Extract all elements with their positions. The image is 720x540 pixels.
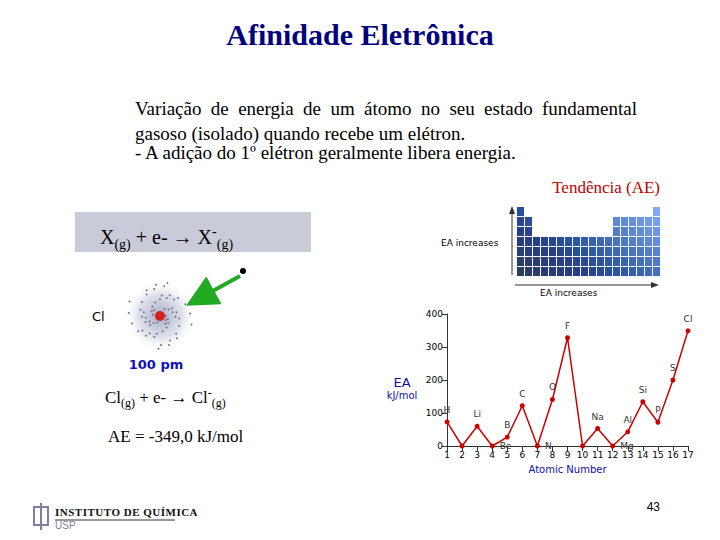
svg-text:2: 2: [459, 450, 465, 460]
svg-text:4: 4: [489, 450, 495, 460]
svg-text:N: N: [545, 441, 552, 451]
svg-text:Na: Na: [592, 412, 604, 422]
svg-text:7: 7: [535, 450, 541, 460]
svg-text:C: C: [519, 389, 525, 399]
svg-text:400: 400: [426, 309, 443, 319]
svg-text:Mg: Mg: [620, 441, 633, 451]
svg-text:3: 3: [474, 450, 480, 460]
svg-text:Cl: Cl: [684, 314, 693, 324]
html-text:EA: EA: [393, 375, 411, 390]
svg-text:10: 10: [577, 450, 589, 460]
svg-text:15: 15: [652, 450, 663, 460]
svg-text:F: F: [565, 321, 570, 331]
svg-text:200: 200: [426, 375, 443, 385]
html-text:43: 43: [646, 500, 660, 514]
html-text:Cl(g)+ e- → Cl-: Cl(g)+ e- → Cl-: [105, 385, 212, 411]
html-text:X(g)+ e- → X-: X(g)+ e- → X-: [100, 224, 217, 253]
html-text:kJ/mol: kJ/mol: [386, 390, 418, 401]
svg-text:6: 6: [519, 450, 525, 460]
html-text:Variação de energia de um átom: Variação de energia de um átomo no seu e…: [135, 98, 637, 144]
html-text:(g): (g): [216, 237, 233, 253]
svg-text:Be: Be: [500, 441, 512, 451]
html-text:100 pm: 100 pm: [128, 357, 184, 372]
html-text:- A adição do 1º elétron geral: - A adição do 1º elétron geralmente libe…: [135, 142, 516, 163]
svg-text:S: S: [670, 363, 676, 373]
html-text:INSTITUTO DE QUÍMICA: INSTITUTO DE QUÍMICA: [55, 506, 199, 518]
html-text:AE = -349,0 kJ/mol: AE = -349,0 kJ/mol: [108, 427, 244, 446]
svg-text:H: H: [444, 405, 451, 415]
svg-text:Si: Si: [639, 385, 647, 395]
svg-text:5: 5: [504, 450, 510, 460]
html-text:Afinidade Eletrônica: Afinidade Eletrônica: [226, 18, 494, 51]
svg-text:13: 13: [622, 450, 633, 460]
svg-text:Al: Al: [623, 415, 632, 425]
svg-text:14: 14: [637, 450, 649, 460]
svg-text:9: 9: [565, 450, 571, 460]
html-text:EA increases: EA increases: [441, 238, 499, 248]
svg-text:B: B: [504, 420, 510, 430]
svg-text:1: 1: [444, 450, 450, 460]
svg-text:12: 12: [607, 450, 618, 460]
svg-text:17: 17: [682, 450, 693, 460]
svg-text:0: 0: [437, 441, 443, 451]
svg-text:P: P: [655, 405, 661, 415]
svg-text:Atomic Number: Atomic Number: [528, 464, 607, 475]
svg-text:16: 16: [667, 450, 679, 460]
svg-text:Li: Li: [473, 409, 481, 419]
html-text:Tendência (AE): Tendência (AE): [552, 178, 660, 197]
svg-text:300: 300: [426, 342, 443, 352]
html-text:USP: USP: [55, 520, 76, 531]
html-text:Cl: Cl: [92, 309, 105, 324]
svg-text:11: 11: [592, 450, 603, 460]
svg-text:O: O: [549, 382, 556, 392]
svg-text:8: 8: [550, 450, 556, 460]
html-text:(g): (g): [211, 396, 226, 411]
html-text:EA increases: EA increases: [540, 288, 598, 298]
svg-text:100: 100: [426, 408, 443, 418]
